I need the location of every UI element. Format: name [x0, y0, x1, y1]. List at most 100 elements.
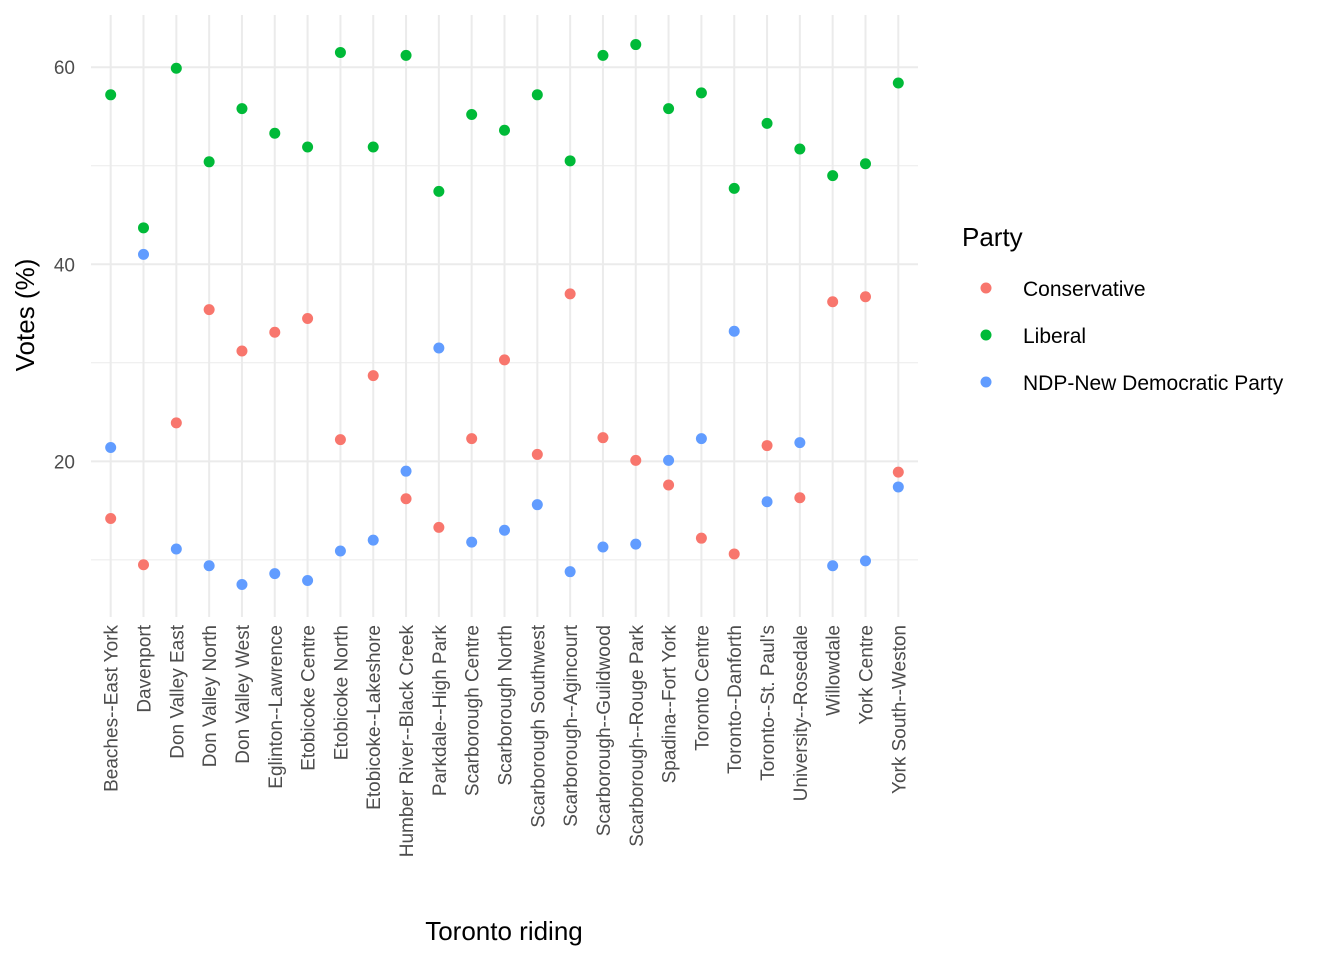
point-conservative — [203, 304, 215, 316]
point-conservative — [531, 448, 543, 460]
y-axis-title: Votes (%) — [10, 259, 40, 372]
x-tick-label: Parkdale--High Park — [430, 625, 451, 797]
x-tick-label: Davenport — [135, 624, 156, 712]
point-liberal — [367, 141, 379, 153]
point-ndp-new-democratic-party — [794, 437, 806, 449]
y-tick-label: 40 — [54, 255, 75, 276]
x-tick-label: Toronto Centre — [692, 625, 713, 751]
x-axis-tick-labels: Beaches--East York Davenport Don Valley Ea… — [102, 624, 911, 857]
point-conservative — [859, 291, 871, 303]
point-ndp-new-democratic-party — [105, 442, 117, 454]
legend-key-ndp-new-democratic-party — [980, 376, 992, 388]
point-ndp-new-democratic-party — [564, 566, 576, 578]
x-axis-title: Toronto riding — [425, 916, 583, 946]
x-tick-label: Toronto--Danforth — [725, 625, 746, 774]
point-ndp-new-democratic-party — [433, 342, 445, 354]
point-ndp-new-democratic-party — [827, 560, 839, 572]
point-liberal — [630, 39, 642, 51]
point-conservative — [892, 466, 904, 478]
point-ndp-new-democratic-party — [859, 555, 871, 567]
x-tick-label: Willowdale — [824, 625, 845, 716]
point-liberal — [334, 46, 346, 58]
point-liberal — [302, 141, 314, 153]
x-tick-label: Etobicoke--Lakeshore — [364, 625, 385, 810]
point-conservative — [564, 288, 576, 300]
point-conservative — [334, 434, 346, 446]
point-liberal — [269, 127, 281, 139]
point-liberal — [203, 156, 215, 168]
point-liberal — [433, 185, 445, 197]
point-liberal — [728, 182, 740, 194]
point-conservative — [695, 532, 707, 544]
x-tick-label: Scarborough Centre — [463, 625, 484, 796]
legend-key-liberal — [980, 329, 992, 341]
point-conservative — [433, 521, 445, 533]
point-liberal — [892, 77, 904, 89]
point-ndp-new-democratic-party — [400, 465, 412, 477]
point-conservative — [499, 354, 510, 366]
y-tick-label: 20 — [54, 452, 75, 473]
point-ndp-new-democratic-party — [728, 325, 740, 337]
point-conservative — [105, 512, 117, 524]
point-ndp-new-democratic-party — [761, 496, 773, 508]
legend-items: Conservative Liberal NDP-New Democratic Pa… — [980, 278, 1284, 395]
point-liberal — [663, 103, 675, 115]
legend: Party Conservative Liberal NDP-New Democra… — [962, 222, 1284, 395]
legend-label-conservative: Conservative — [1023, 278, 1146, 301]
point-conservative — [236, 345, 248, 357]
x-tick-label: York Centre — [856, 625, 877, 725]
x-tick-label: Spadina--Fort York — [660, 625, 681, 784]
point-liberal — [105, 89, 117, 101]
point-conservative — [663, 479, 675, 491]
point-conservative — [367, 370, 379, 382]
point-conservative — [794, 492, 806, 504]
point-ndp-new-democratic-party — [170, 543, 182, 555]
x-tick-label: Scarborough--Agincourt — [561, 624, 582, 826]
point-liberal — [170, 62, 182, 74]
point-liberal — [827, 170, 839, 182]
x-tick-label: Don Valley North — [200, 625, 221, 767]
x-tick-label: Scarborough Southwest — [528, 624, 549, 828]
point-liberal — [531, 89, 543, 101]
point-conservative — [761, 440, 773, 452]
legend-label-liberal: Liberal — [1023, 325, 1086, 348]
point-liberal — [499, 124, 510, 136]
point-ndp-new-democratic-party — [597, 541, 609, 553]
legend-key-conservative — [980, 282, 992, 294]
point-ndp-new-democratic-party — [302, 575, 314, 587]
point-conservative — [170, 417, 182, 429]
y-axis-tick-labels: 20 40 60 — [54, 58, 75, 473]
point-ndp-new-democratic-party — [138, 248, 150, 260]
x-tick-label: Scarborough--Guildwood — [594, 625, 615, 836]
point-ndp-new-democratic-party — [203, 560, 215, 572]
x-tick-label: University--Rosedale — [791, 625, 812, 801]
x-tick-label: Don Valley East — [167, 624, 188, 758]
x-tick-label: Eglinton--Lawrence — [266, 625, 287, 789]
point-conservative — [630, 454, 642, 466]
x-tick-label: Etobicoke North — [331, 625, 352, 760]
point-ndp-new-democratic-party — [630, 538, 642, 550]
legend-label-ndp-new-democratic-party: NDP-New Democratic Party — [1023, 372, 1284, 395]
y-tick-label: 60 — [54, 58, 75, 79]
x-tick-label: York South--Weston — [889, 625, 910, 794]
point-ndp-new-democratic-party — [367, 534, 379, 546]
point-ndp-new-democratic-party — [466, 536, 478, 548]
point-conservative — [827, 296, 839, 308]
point-conservative — [302, 312, 314, 324]
point-conservative — [466, 433, 478, 445]
point-ndp-new-democratic-party — [499, 524, 510, 536]
point-ndp-new-democratic-party — [892, 481, 904, 493]
point-liberal — [695, 87, 707, 99]
data-points — [105, 39, 904, 590]
point-liberal — [236, 103, 248, 115]
x-tick-label: Beaches--East York — [102, 625, 123, 792]
point-conservative — [138, 559, 150, 571]
x-tick-label: Don Valley West — [233, 624, 254, 763]
point-liberal — [400, 49, 412, 61]
point-conservative — [728, 548, 740, 560]
point-ndp-new-democratic-party — [236, 578, 248, 590]
point-liberal — [761, 117, 773, 129]
point-ndp-new-democratic-party — [663, 454, 675, 466]
